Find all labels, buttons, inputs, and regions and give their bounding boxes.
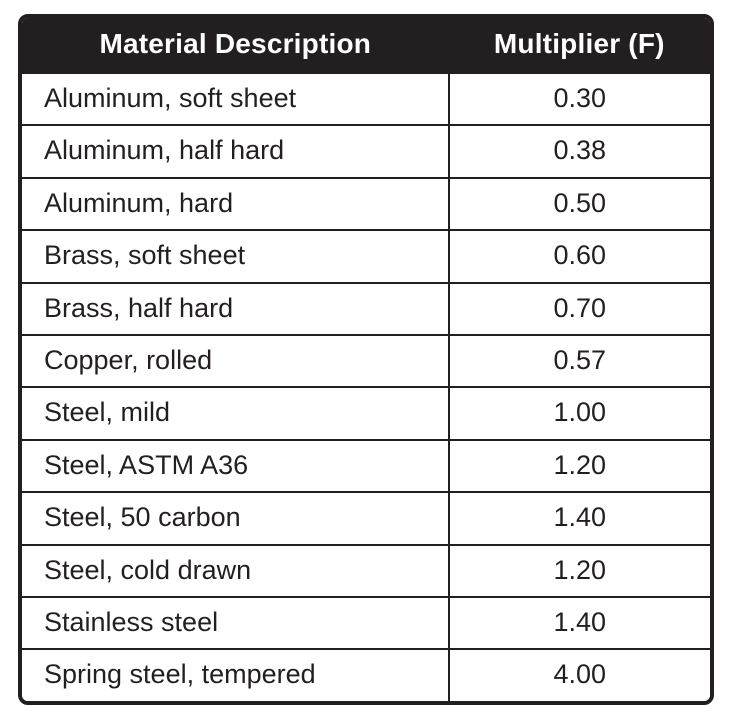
cell-description: Brass, soft sheet (22, 230, 449, 282)
cell-multiplier: 1.20 (449, 545, 710, 597)
table-row: Steel, cold drawn 1.20 (22, 545, 710, 597)
cell-multiplier: 1.20 (449, 440, 710, 492)
cell-multiplier: 0.70 (449, 283, 710, 335)
table-row: Steel, mild 1.00 (22, 387, 710, 439)
table-row: Copper, rolled 0.57 (22, 335, 710, 387)
cell-multiplier: 0.38 (449, 125, 710, 177)
cell-multiplier: 0.60 (449, 230, 710, 282)
cell-description: Steel, cold drawn (22, 545, 449, 597)
cell-description: Stainless steel (22, 597, 449, 649)
cell-multiplier: 1.40 (449, 597, 710, 649)
cell-description: Brass, half hard (22, 283, 449, 335)
table-row: Spring steel, tempered 4.00 (22, 649, 710, 700)
cell-description: Copper, rolled (22, 335, 449, 387)
table-row: Brass, soft sheet 0.60 (22, 230, 710, 282)
table-body: Aluminum, soft sheet 0.30 Aluminum, half… (22, 73, 710, 701)
cell-multiplier: 1.40 (449, 492, 710, 544)
cell-multiplier: 1.00 (449, 387, 710, 439)
col-header-description: Material Description (22, 18, 449, 73)
cell-multiplier: 0.57 (449, 335, 710, 387)
material-multiplier-panel: Material Description Multiplier (F) Alum… (18, 14, 714, 705)
cell-multiplier: 0.50 (449, 178, 710, 230)
table-row: Steel, 50 carbon 1.40 (22, 492, 710, 544)
cell-multiplier: 4.00 (449, 649, 710, 700)
cell-multiplier: 0.30 (449, 73, 710, 125)
table-header-row: Material Description Multiplier (F) (22, 18, 710, 73)
cell-description: Spring steel, tempered (22, 649, 449, 700)
table-row: Stainless steel 1.40 (22, 597, 710, 649)
table-row: Aluminum, half hard 0.38 (22, 125, 710, 177)
table-row: Brass, half hard 0.70 (22, 283, 710, 335)
material-multiplier-table: Material Description Multiplier (F) Alum… (22, 18, 710, 701)
table-row: Aluminum, hard 0.50 (22, 178, 710, 230)
cell-description: Steel, mild (22, 387, 449, 439)
table-row: Aluminum, soft sheet 0.30 (22, 73, 710, 125)
table-header: Material Description Multiplier (F) (22, 18, 710, 73)
cell-description: Aluminum, hard (22, 178, 449, 230)
cell-description: Steel, 50 carbon (22, 492, 449, 544)
cell-description: Aluminum, half hard (22, 125, 449, 177)
table-row: Steel, ASTM A36 1.20 (22, 440, 710, 492)
col-header-multiplier: Multiplier (F) (449, 18, 710, 73)
page-root: Material Description Multiplier (F) Alum… (0, 0, 735, 700)
cell-description: Aluminum, soft sheet (22, 73, 449, 125)
cell-description: Steel, ASTM A36 (22, 440, 449, 492)
